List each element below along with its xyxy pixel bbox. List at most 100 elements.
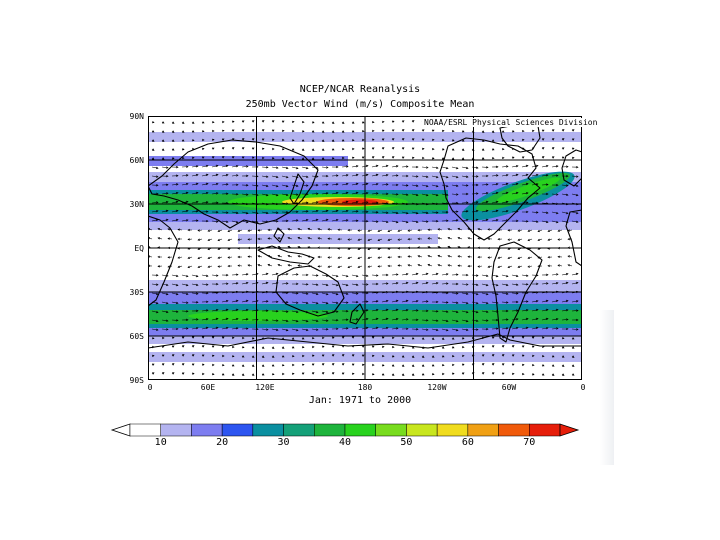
wind-arrow [411,355,415,358]
wind-arrow [331,363,335,366]
wind-arrow [457,227,463,231]
wind-arrow [451,219,459,222]
wind-arrow [421,355,425,358]
lon-label-120e: 120E [255,383,275,392]
wind-arrow [241,345,245,349]
wind-arrow [211,201,219,204]
wind-arrow [287,254,293,258]
wind-arrow [361,138,365,142]
wind-arrow [321,200,329,204]
wind-arrow [441,219,449,222]
wind-arrow [281,282,289,285]
wind-arrow [391,193,399,196]
wind-arrow [571,211,579,215]
wind-arrow [441,355,445,358]
wind-arrow [327,265,333,268]
wind-arrow [341,318,349,321]
wind-arrow [481,200,489,204]
wind-arrow [167,256,173,259]
wind-arrow [217,238,223,242]
wind-arrow [381,354,385,358]
wind-arrow [541,129,545,132]
wind-arrow [197,256,203,260]
wind-arrow [421,129,425,132]
wind-arrow [301,273,309,277]
wind-arrow [421,328,429,331]
wind-arrow [431,300,439,304]
wind-arrow [461,157,465,160]
wind-arrow [381,345,385,349]
wind-arrow [321,292,329,296]
wind-arrow [571,337,575,340]
wind-arrow [481,354,485,357]
wind-arrow [311,354,315,358]
wind-arrow [437,237,443,240]
wind-arrow [547,229,553,233]
wind-arrow [291,346,295,349]
grid-lines [148,116,582,380]
wind-arrow [291,337,295,340]
wind-arrow [447,228,453,231]
wind-arrow [191,318,199,321]
wind-arrow [517,265,523,268]
wind-arrow [331,139,335,142]
wind-arrow [301,148,305,151]
wind-arrow [257,255,263,258]
wind-arrow [181,130,185,133]
wind-arrow [191,173,199,177]
wind-arrow [451,148,455,151]
wind-arrow [411,193,419,197]
wind-arrow [241,308,249,312]
wind-arrow [511,372,515,376]
wind-arrow [481,283,489,287]
wind-arrow [311,192,319,195]
wind-arrow [421,319,429,322]
wind-arrow [397,229,403,232]
wind-arrow [261,300,269,303]
wind-arrow [541,336,545,339]
wind-arrow [261,193,269,197]
period-label: Jan: 1971 to 2000 [308,395,412,406]
wind-arrow [531,211,539,214]
wind-arrow [211,210,219,214]
wind-arrow [251,147,255,150]
wind-arrow [481,192,489,195]
wind-arrow [461,192,469,196]
wind-arrow [491,156,495,160]
wind-arrow [261,175,269,178]
wind-arrow [291,292,299,295]
wind-arrow [371,274,379,277]
coastlines [148,123,582,349]
wind-arrow [401,318,409,321]
wind-arrow [571,220,579,224]
wind-arrow [261,138,265,141]
wind-arrow [241,336,245,340]
wind-arrow [507,229,513,232]
wind-arrow [171,174,179,177]
wind-arrow [321,363,325,366]
wind-arrow [181,336,185,339]
wind-arrow [231,327,239,330]
wind-arrow [411,328,419,331]
wind-arrow [261,272,269,276]
wind-arrow [151,372,155,375]
wind-arrow [221,317,229,321]
wind-arrow [321,183,329,186]
wind-arrow [571,147,575,150]
wind-arrow [271,184,279,188]
wind-arrow [171,121,175,124]
wind-arrow [411,373,415,376]
wind-arrow [381,317,389,321]
wind-arrow [381,220,389,224]
lat-label-60s: 60S [129,332,144,341]
wind-arrow [321,218,329,222]
wind-arrow [281,211,289,214]
wind-arrow [211,147,215,150]
wind-arrow [381,273,389,277]
wind-arrow [451,175,459,179]
wind-arrow [441,148,445,151]
wind-arrow [391,156,395,159]
wind-arrow [201,274,209,278]
wind-arrow [391,165,399,168]
wind-arrow [491,130,495,133]
